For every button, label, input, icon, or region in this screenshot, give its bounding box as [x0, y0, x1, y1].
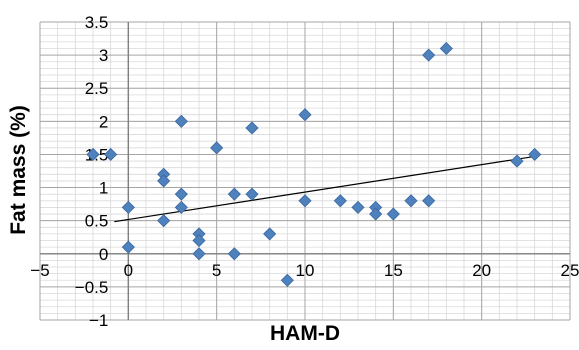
y-tick-label: 0: [99, 245, 108, 264]
y-tick-label: 2.5: [85, 79, 109, 98]
x-tick-label: 20: [472, 261, 491, 280]
data-point: [510, 154, 524, 168]
x-tick-label: 25: [561, 261, 579, 280]
data-point: [121, 200, 135, 214]
trendline: [114, 155, 535, 223]
data-point: [174, 200, 188, 214]
data-point: [422, 194, 436, 208]
data-point: [157, 174, 171, 188]
data-point: [280, 273, 294, 287]
x-tick-label: 15: [384, 261, 403, 280]
data-point: [422, 48, 436, 62]
data-point: [298, 108, 312, 122]
data-point: [192, 247, 206, 261]
y-tick-label: 0.5: [85, 212, 109, 231]
axes: [40, 22, 570, 320]
y-axis-title: Fat mass (%): [7, 105, 30, 235]
data-point: [86, 147, 100, 162]
data-point: [528, 147, 542, 162]
y-tick-label: −0.5: [75, 278, 109, 297]
x-tick-label: 5: [212, 261, 221, 280]
y-tick-label: 2: [99, 112, 108, 131]
data-point: [298, 194, 312, 208]
data-point: [333, 194, 347, 208]
data-point: [104, 147, 118, 162]
data-point: [210, 141, 224, 155]
data-points: [86, 41, 542, 287]
x-tick-label: −5: [30, 261, 49, 280]
x-axis-title: HAM-D: [270, 322, 340, 345]
data-point: [192, 233, 206, 248]
data-point: [245, 187, 259, 201]
data-point: [227, 247, 241, 261]
y-tick-label: 1: [99, 179, 108, 198]
x-tick-label: 0: [124, 261, 133, 280]
data-point: [245, 121, 259, 135]
data-point: [386, 207, 400, 221]
data-point: [404, 194, 418, 208]
y-tick-label: 3: [99, 46, 108, 65]
data-point: [369, 207, 383, 221]
data-point: [351, 200, 365, 214]
data-point: [263, 227, 277, 241]
data-point: [174, 187, 188, 201]
x-tick-label: 10: [296, 261, 315, 280]
trendline-group: [114, 155, 535, 223]
y-tick-label: −1: [89, 311, 108, 330]
data-point: [439, 41, 453, 56]
y-tick-label: 3.5: [85, 13, 109, 32]
data-point: [157, 214, 171, 228]
data-point: [227, 187, 241, 201]
data-point: [121, 240, 135, 254]
data-point: [174, 114, 188, 128]
